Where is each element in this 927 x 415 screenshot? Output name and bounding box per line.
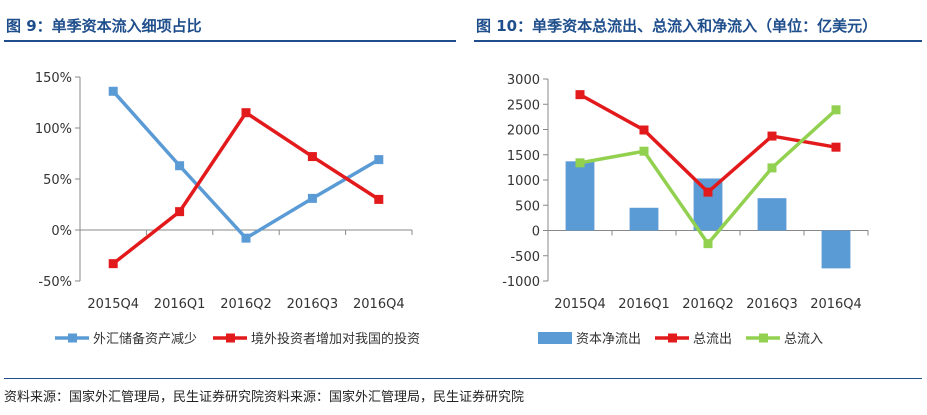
legend-label: 外汇储备资产减少 — [93, 331, 197, 347]
x-tick-label: 2016Q3 — [746, 297, 798, 312]
data-point — [767, 163, 777, 173]
bar — [629, 207, 659, 231]
left-chart-title: 图 9：单季资本流入细项占比 — [6, 17, 202, 35]
data-point — [108, 86, 118, 96]
y-tick-label: -50% — [38, 275, 72, 290]
bar — [821, 230, 851, 269]
x-tick-label: 2016Q4 — [353, 297, 405, 312]
legend-marker — [668, 333, 677, 343]
x-tick-label: 2016Q4 — [810, 297, 862, 312]
data-point — [175, 161, 185, 171]
y-tick-label: -500 — [510, 250, 540, 265]
left-title-rule — [4, 40, 456, 42]
right-chart-title: 图 10：单季资本总流出、总流入和净流入（单位：亿美元） — [476, 17, 878, 35]
legend-marker — [68, 333, 77, 343]
data-point — [703, 187, 713, 197]
bar — [693, 178, 723, 231]
x-tick-label: 2015Q4 — [87, 297, 139, 312]
legend-marker — [226, 333, 235, 343]
data-point — [175, 207, 185, 217]
data-point — [831, 105, 841, 115]
data-point — [241, 233, 251, 243]
y-tick-label: 1500 — [507, 149, 540, 164]
data-point — [831, 142, 841, 152]
right-combo-chart: -1000 -500 0 500 1000 1500 2000 2500 3000 2015Q4 2… — [502, 73, 869, 347]
data-point — [307, 193, 317, 203]
legend-marker — [759, 333, 768, 343]
y-tick-label: 2500 — [507, 98, 540, 113]
legend-label: 资本净流出 — [576, 332, 641, 347]
y-tick-label: 3000 — [507, 73, 540, 88]
left-line-chart: -50% 0% 50% 100% 150% 2015Q4 2016Q1 2016Q2 2016Q… — [35, 71, 420, 347]
data-point — [374, 194, 384, 204]
y-tick-label: 500 — [515, 199, 540, 214]
data-point — [374, 155, 384, 165]
y-tick-label: 1000 — [507, 174, 540, 189]
right-title-rule — [474, 40, 922, 42]
source-note: 资料来源：国家外汇管理局，民生证券研究院资料来源：国家外汇管理局，民生证券研究院 — [4, 390, 525, 405]
data-point — [575, 90, 585, 100]
footer-rule — [4, 378, 922, 379]
legend-swatch — [538, 332, 572, 344]
x-tick-label: 2016Q2 — [682, 297, 734, 312]
y-tick-label: 50% — [43, 173, 72, 188]
y-tick-label: 0% — [51, 224, 72, 239]
x-tick-label: 2016Q3 — [287, 297, 339, 312]
y-tick-label: 2000 — [507, 124, 540, 139]
legend-label: 总流入 — [784, 332, 823, 347]
x-tick-label: 2016Q2 — [220, 297, 272, 312]
legend-label: 总流出 — [693, 332, 732, 347]
y-tick-label: -1000 — [502, 275, 540, 290]
data-point — [241, 108, 251, 118]
data-point — [767, 131, 777, 141]
data-point — [307, 152, 317, 162]
bar — [757, 198, 787, 231]
data-point — [639, 146, 649, 156]
x-tick-label: 2015Q4 — [554, 297, 606, 312]
legend-label: 境外投资者增加对我国的投资 — [251, 331, 420, 347]
bar — [565, 161, 595, 231]
data-point — [575, 158, 585, 168]
data-point — [639, 125, 649, 135]
x-tick-label: 2016Q1 — [154, 297, 206, 312]
data-point — [108, 259, 118, 269]
y-tick-label: 0 — [532, 225, 540, 240]
x-tick-label: 2016Q1 — [618, 297, 670, 312]
data-point — [703, 239, 713, 249]
y-tick-label: 150% — [35, 71, 72, 86]
y-tick-label: 100% — [35, 122, 72, 137]
